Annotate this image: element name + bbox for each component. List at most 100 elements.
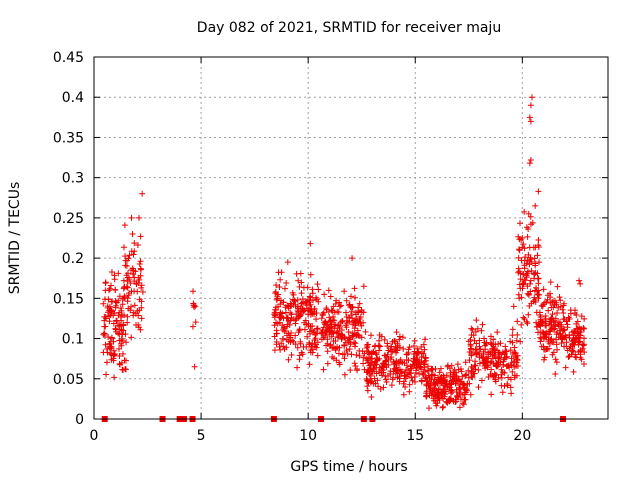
data-point	[351, 325, 358, 332]
data-point	[459, 400, 466, 407]
data-point	[369, 361, 376, 368]
data-point	[329, 316, 336, 323]
data-point	[530, 270, 537, 277]
data-point	[542, 330, 549, 337]
data-point	[388, 382, 395, 389]
data-point	[323, 342, 330, 349]
data-point	[472, 346, 479, 353]
data-point	[367, 332, 374, 339]
data-point	[123, 257, 130, 264]
data-point	[535, 237, 542, 244]
data-point	[278, 340, 285, 347]
data-point	[128, 248, 135, 255]
data-point	[535, 295, 542, 302]
data-point	[513, 352, 520, 359]
data-point	[356, 352, 363, 359]
data-point	[418, 378, 425, 385]
data-point	[280, 325, 287, 332]
data-point	[110, 355, 117, 362]
data-point	[556, 294, 563, 301]
data-point	[122, 357, 129, 364]
data-point	[358, 334, 365, 341]
data-point	[402, 384, 409, 391]
data-point	[423, 393, 430, 400]
data-point	[304, 333, 311, 340]
data-point	[470, 365, 477, 372]
data-point	[189, 323, 196, 330]
data-point	[307, 330, 314, 337]
data-point	[311, 306, 318, 313]
data-point	[430, 379, 437, 386]
data-point	[387, 356, 394, 363]
data-point	[307, 349, 314, 356]
data-point	[312, 331, 319, 338]
data-point	[428, 390, 435, 397]
data-point	[530, 244, 537, 251]
data-point	[106, 318, 113, 325]
data-point	[129, 230, 136, 237]
data-point	[367, 372, 374, 379]
data-point	[347, 312, 354, 319]
data-point	[373, 351, 380, 358]
data-point	[298, 279, 305, 286]
data-point	[408, 374, 415, 381]
data-point	[401, 373, 408, 380]
y-tick-label: 0.1	[62, 332, 84, 348]
data-point	[436, 376, 443, 383]
data-point	[279, 310, 286, 317]
data-point	[511, 363, 518, 370]
data-point	[124, 313, 131, 320]
data-point	[525, 225, 532, 232]
data-point	[107, 282, 114, 289]
data-point	[415, 361, 422, 368]
data-point	[461, 391, 468, 398]
data-point	[363, 376, 370, 383]
data-point	[543, 346, 550, 353]
data-point	[558, 339, 565, 346]
data-point	[508, 355, 515, 362]
data-point	[511, 349, 518, 356]
data-point	[277, 346, 284, 353]
data-point	[575, 338, 582, 345]
data-point	[281, 328, 288, 335]
data-point	[348, 293, 355, 300]
data-point	[368, 350, 375, 357]
data-point	[283, 279, 290, 286]
data-point	[342, 339, 349, 346]
data-point	[534, 291, 541, 298]
data-point	[371, 375, 378, 382]
data-point	[465, 338, 472, 345]
data-point	[517, 276, 524, 283]
data-point	[109, 298, 116, 305]
data-point	[555, 304, 562, 311]
data-point	[281, 285, 288, 292]
data-point	[525, 311, 532, 318]
data-point	[190, 288, 197, 295]
data-point	[519, 285, 526, 292]
data-point	[329, 354, 336, 361]
data-point	[514, 363, 521, 370]
data-point	[517, 338, 524, 345]
data-point	[574, 318, 581, 325]
data-point	[353, 352, 360, 358]
data-point	[559, 333, 566, 340]
data-point	[393, 349, 400, 356]
data-point	[535, 188, 542, 195]
data-point	[283, 336, 290, 343]
data-point	[130, 309, 137, 316]
data-point	[126, 252, 133, 259]
data-point	[101, 331, 108, 338]
data-point	[121, 312, 128, 319]
data-point	[581, 335, 588, 342]
data-point	[423, 381, 430, 388]
data-point	[508, 362, 515, 369]
data-point	[107, 311, 114, 318]
data-point	[271, 322, 278, 329]
data-point	[314, 325, 321, 332]
data-point	[462, 372, 469, 379]
data-point	[388, 348, 395, 355]
data-point	[137, 258, 144, 265]
data-point	[552, 299, 559, 306]
data-point	[469, 374, 476, 381]
data-point	[577, 280, 584, 287]
